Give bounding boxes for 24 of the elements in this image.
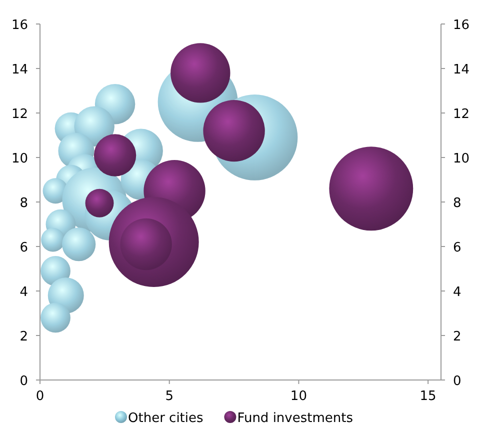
y-tick-label: 2 bbox=[20, 330, 28, 344]
x-tick-label: 5 bbox=[165, 389, 174, 404]
y-tick-label: 4 bbox=[20, 285, 28, 300]
y2-tick-label: 6 bbox=[453, 240, 462, 256]
x-tick-label: 15 bbox=[420, 389, 436, 404]
y2-tick-label: 2 bbox=[453, 330, 462, 344]
y-tick-label: 6 bbox=[20, 240, 28, 256]
y2-tick-label: 14 bbox=[453, 62, 470, 78]
y2-tick-label: 0 bbox=[453, 374, 462, 389]
y2-tick-label: 12 bbox=[453, 107, 470, 122]
y2-tick-label: 10 bbox=[453, 152, 470, 166]
y-tick-label: 16 bbox=[11, 18, 28, 33]
x-tick-label: 0 bbox=[36, 389, 44, 404]
legend-label: Fund investments bbox=[237, 411, 354, 426]
y-tick-label: 8 bbox=[20, 196, 28, 211]
y2-tick-label: 16 bbox=[453, 18, 470, 33]
y2-tick-label: 4 bbox=[453, 285, 462, 300]
y-tick-label: 12 bbox=[11, 107, 28, 122]
y-tick-label: 14 bbox=[11, 62, 28, 78]
x-tick-label: 10 bbox=[290, 389, 307, 404]
y-tick-label: 0 bbox=[20, 374, 28, 389]
y2-tick-label: 8 bbox=[453, 196, 462, 211]
legend-label: Other cities bbox=[128, 411, 204, 426]
y-tick-label: 10 bbox=[11, 152, 28, 166]
